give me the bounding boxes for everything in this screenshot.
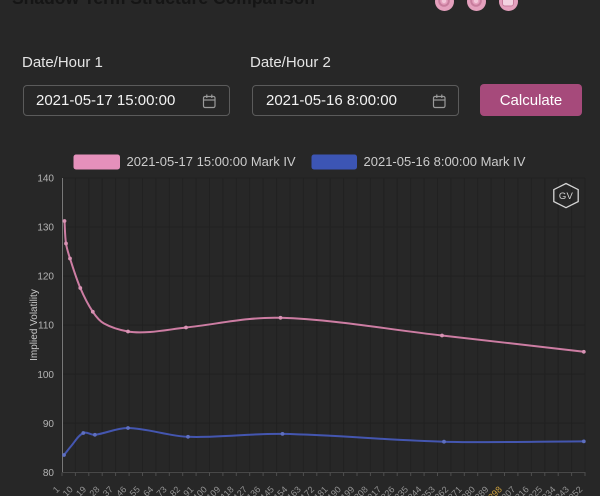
svg-text:253: 253: [419, 484, 437, 496]
svg-text:55: 55: [128, 484, 142, 496]
svg-text:244: 244: [406, 484, 424, 496]
svg-text:2021-05-17 15:00:00 Mark IV: 2021-05-17 15:00:00 Mark IV: [127, 154, 296, 169]
svg-text:118: 118: [218, 484, 235, 496]
svg-text:352: 352: [567, 484, 585, 496]
svg-text:307: 307: [500, 484, 518, 496]
svg-text:127: 127: [231, 484, 249, 496]
svg-text:235: 235: [392, 484, 410, 496]
svg-text:199: 199: [339, 484, 357, 496]
svg-text:181: 181: [312, 484, 330, 496]
svg-text:190: 190: [325, 484, 343, 496]
svg-text:110: 110: [38, 321, 54, 332]
svg-text:100: 100: [191, 484, 209, 496]
svg-text:271: 271: [446, 484, 464, 496]
svg-text:91: 91: [181, 484, 195, 496]
svg-text:136: 136: [245, 484, 263, 496]
svg-text:46: 46: [114, 484, 128, 496]
svg-text:19: 19: [74, 484, 88, 496]
svg-text:10: 10: [61, 484, 75, 496]
svg-text:280: 280: [459, 484, 477, 496]
svg-text:298: 298: [486, 484, 504, 496]
svg-text:90: 90: [43, 419, 55, 430]
svg-text:GV: GV: [559, 191, 574, 202]
svg-text:80: 80: [43, 468, 55, 479]
svg-text:208: 208: [352, 484, 370, 496]
svg-text:145: 145: [258, 484, 276, 496]
svg-text:130: 130: [37, 223, 54, 234]
svg-text:100: 100: [37, 370, 54, 381]
svg-text:172: 172: [299, 484, 317, 496]
svg-text:Implied Volatility: Implied Volatility: [29, 289, 40, 361]
svg-text:343: 343: [553, 484, 571, 496]
svg-text:82: 82: [168, 484, 182, 496]
svg-text:140: 140: [37, 174, 54, 185]
svg-text:73: 73: [155, 484, 169, 496]
svg-text:316: 316: [513, 484, 531, 496]
svg-text:120: 120: [37, 272, 54, 283]
svg-text:334: 334: [540, 484, 558, 496]
svg-text:217: 217: [366, 484, 384, 496]
svg-text:64: 64: [141, 484, 155, 496]
svg-text:262: 262: [433, 484, 451, 496]
svg-text:289: 289: [473, 484, 491, 496]
svg-text:2021-05-16 8:00:00 Mark IV: 2021-05-16 8:00:00 Mark IV: [364, 154, 526, 169]
svg-text:154: 154: [272, 484, 290, 496]
svg-text:109: 109: [205, 484, 223, 496]
svg-text:28: 28: [87, 484, 101, 496]
svg-text:226: 226: [379, 484, 397, 496]
svg-text:1: 1: [51, 484, 62, 495]
svg-text:325: 325: [527, 484, 545, 496]
svg-text:163: 163: [285, 484, 303, 496]
svg-text:37: 37: [101, 484, 115, 496]
